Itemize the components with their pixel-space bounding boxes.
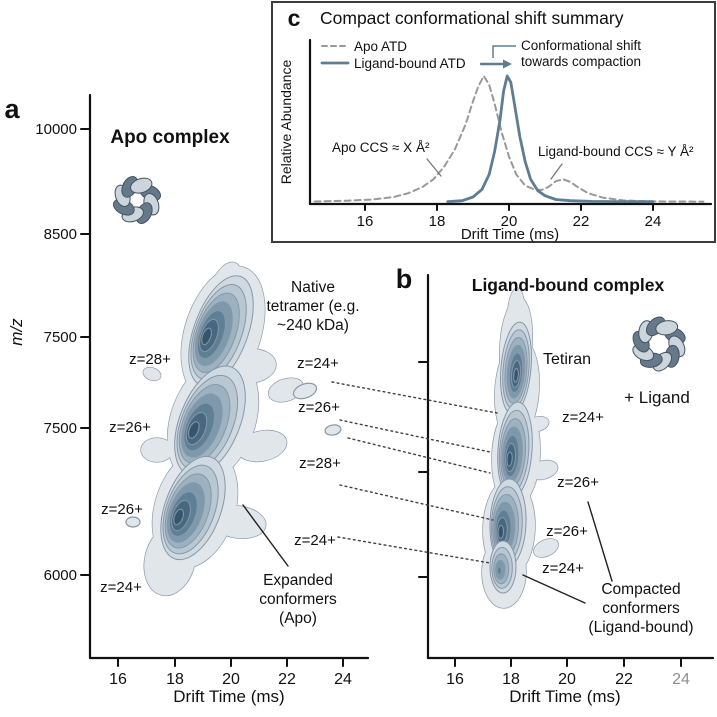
legend-label: Ligand-bound ATD xyxy=(354,56,466,71)
pointer-line xyxy=(522,574,586,604)
annotation-text: (Ligand-bound) xyxy=(588,619,693,636)
x-tick-label: 22 xyxy=(278,671,296,688)
x-tick-label: 20 xyxy=(222,671,240,688)
connector-dotted-line xyxy=(339,484,494,521)
y-tick-label: 10000 xyxy=(35,121,77,138)
panel-b: 16 18 20 22 24 Drift Time (ms) b Ligand-bound c… xyxy=(396,264,715,706)
panel-letter-a: a xyxy=(4,94,20,124)
x-axis-title: Drift Time (ms) xyxy=(461,226,559,243)
annotation-text: (Apo) xyxy=(279,610,317,627)
connector-dotted-line xyxy=(337,536,491,564)
annotation-text: Native xyxy=(291,279,335,296)
inset-box xyxy=(271,1,716,243)
x-tick-label: 24 xyxy=(672,671,690,688)
y-tick-label: 7500 xyxy=(44,420,77,437)
contour-envelope-fill xyxy=(210,505,266,539)
pointer-line xyxy=(242,504,289,567)
x-tick-label: 16 xyxy=(109,671,127,688)
contour-island xyxy=(324,424,342,436)
panel-a-title: Apo complex xyxy=(110,127,230,148)
contour-envelope-fill xyxy=(528,460,558,480)
contour-level xyxy=(497,524,505,540)
apo-ccs-pointer xyxy=(426,158,442,177)
charge-state-label: z=24+ xyxy=(100,579,142,596)
connector-dotted-line xyxy=(331,381,498,414)
apo-atd-curve xyxy=(313,75,705,203)
x-tick-label: 18 xyxy=(429,213,446,230)
y-tick-label: 7500 xyxy=(44,329,77,346)
shift-annotation-text: towards compaction xyxy=(521,54,641,69)
annotation-text: Expanded xyxy=(263,572,333,589)
apo-ccs-label: Apo CCS ≈ X Å² xyxy=(332,140,430,155)
contour-level xyxy=(201,327,212,346)
charge-state-label: z=28+ xyxy=(129,351,171,368)
x-tick-label: 16 xyxy=(446,671,464,688)
tetramer-subunit xyxy=(130,177,153,194)
contour-level xyxy=(513,367,519,383)
y-tick-label: 8500 xyxy=(44,226,77,243)
annotation-text: tetramer (e.g. xyxy=(266,298,359,315)
legend-label: Apo ATD xyxy=(354,39,407,54)
charge-state-label: z=24+ xyxy=(542,560,584,577)
x-tick-label: 22 xyxy=(573,213,590,230)
x-tick-label: 24 xyxy=(334,671,352,688)
contour-level xyxy=(496,566,502,575)
charge-state-label: z=26+ xyxy=(546,523,588,540)
contour-island xyxy=(125,516,141,528)
contour-level xyxy=(506,451,513,467)
panel-c-title: Compact conformational shift summary xyxy=(320,8,624,28)
contour-envelope-fill xyxy=(237,430,287,462)
contour-level xyxy=(173,508,184,526)
panel-letter-c: c xyxy=(288,5,301,31)
y-tick-label: 6000 xyxy=(44,567,77,584)
x-tick-label: 24 xyxy=(645,213,662,230)
pointer-line xyxy=(587,501,613,582)
shift-annotation-text: Conformational shift xyxy=(521,38,641,53)
contour-envelope-fill xyxy=(143,367,161,381)
annotation-text: conformers xyxy=(602,600,680,617)
charge-state-label: z=26+ xyxy=(557,474,599,491)
panel-b-title: Ligand-bound complex xyxy=(472,275,665,295)
x-axis-title: Drift Time (ms) xyxy=(173,687,284,706)
charge-state-label: z=24+ xyxy=(297,355,339,372)
x-tick-label: 22 xyxy=(615,671,633,688)
tetramer-label: Tetiran xyxy=(543,351,591,368)
annotation-text: ~240 kDa) xyxy=(277,317,349,334)
ligand-ccs-label: Ligand-bound CCS ≈ Y Å² xyxy=(538,144,694,159)
charge-state-label: z=26+ xyxy=(109,419,151,436)
x-tick-label: 18 xyxy=(502,671,520,688)
panel-c: 16 18 20 22 24 Drift Time (ms) Relative Abunda… xyxy=(271,1,716,243)
x-tick-label: 20 xyxy=(558,671,576,688)
panel-letter-b: b xyxy=(396,264,413,294)
shift-bracket xyxy=(492,45,516,58)
y-axis-title: Relative Abundance xyxy=(278,60,294,185)
annotation-text: Compacted xyxy=(601,581,680,598)
charge-state-label: z=26+ xyxy=(101,501,143,518)
annotation-text: conformers xyxy=(259,591,337,608)
contour-envelope-fill xyxy=(533,538,559,558)
plus-ligand-label: + Ligand xyxy=(624,388,690,407)
x-axis-title: Drift Time (ms) xyxy=(509,687,620,706)
contour-island xyxy=(292,382,318,400)
connector-dotted-line xyxy=(339,419,491,453)
contour-level xyxy=(188,421,200,439)
charge-state-label: z=28+ xyxy=(299,455,341,472)
y-axis-title: m/z xyxy=(7,318,26,346)
charge-state-label: z=26+ xyxy=(298,399,340,416)
x-tick-label: 16 xyxy=(357,213,374,230)
x-tick-label: 18 xyxy=(166,671,184,688)
shift-arrow-head xyxy=(503,59,512,69)
charge-state-label: z=24+ xyxy=(562,409,604,426)
charge-state-label: z=24+ xyxy=(294,532,336,549)
ligand-atd-curve xyxy=(446,74,655,204)
contour-envelope-fill xyxy=(141,438,173,462)
ligand-ccs-pointer xyxy=(550,163,563,180)
x-tick-label: 20 xyxy=(501,213,518,230)
contour-envelope-fill xyxy=(527,416,549,432)
panel-a: 10000 8500 7500 7500 6000 16 18 20 22 24 Drift Tim… xyxy=(4,93,370,706)
connector-dotted-line xyxy=(347,437,491,474)
tetramer-subunit xyxy=(655,320,679,336)
